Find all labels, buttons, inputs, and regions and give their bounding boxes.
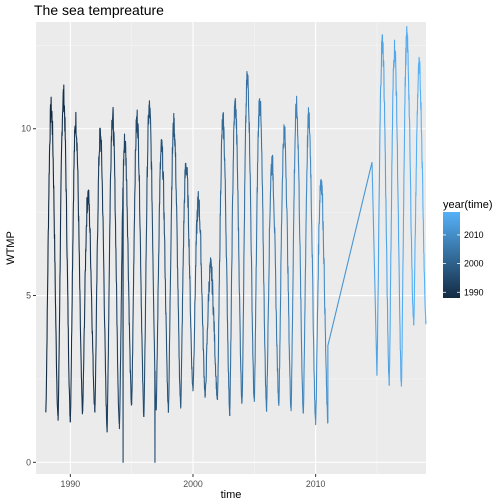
- series-year-2016: [388, 39, 403, 387]
- series-year-2010: [315, 179, 329, 426]
- y-tick-label-2: 10: [21, 124, 31, 134]
- series-year-2007: [278, 124, 292, 409]
- series-year-1988: [45, 96, 59, 417]
- series-year-2008: [290, 95, 304, 414]
- y-tick-label-1: 5: [26, 291, 31, 301]
- series-year-2005: [253, 98, 268, 412]
- x-tick-label-1: 2000: [183, 479, 203, 489]
- legend-colorbar: [443, 212, 460, 298]
- series-year-2018: [413, 56, 427, 326]
- series-year-1993: [106, 106, 120, 433]
- series-year-2009: [302, 107, 316, 420]
- series-year-1996: [143, 100, 157, 463]
- legend-tick-label-0: 1990: [464, 287, 484, 297]
- y-axis: 0 5 10: [21, 124, 36, 467]
- temperature-series: [45, 25, 427, 463]
- series-year-1990: [69, 111, 84, 423]
- y-tick-label-0: 0: [26, 457, 31, 467]
- x-axis: 1990 2000 2010: [61, 474, 326, 489]
- series-year-1994: [118, 133, 133, 463]
- series-year-2017: [400, 25, 415, 387]
- legend-title: year(time): [443, 199, 493, 211]
- series-gap-connector: [327, 161, 373, 423]
- series-year-1999: [180, 162, 194, 409]
- x-axis-label: time: [221, 489, 242, 501]
- series-year-1998: [167, 112, 182, 413]
- grid-minor: [36, 22, 426, 474]
- series-year-2006: [266, 154, 280, 412]
- series-year-1989: [57, 84, 71, 423]
- plot-panel: [36, 22, 426, 474]
- series-year-2000: [192, 191, 206, 398]
- y-axis-label: WTMP: [5, 231, 17, 265]
- legend-tick-label-2: 2010: [464, 230, 484, 240]
- chart-title: The sea tempreature: [34, 2, 164, 18]
- series-year-1991: [82, 189, 96, 413]
- series-year-2015: [371, 34, 390, 386]
- x-tick-label-0: 1990: [61, 479, 81, 489]
- series-year-2003: [229, 97, 243, 416]
- series-year-1995: [131, 109, 145, 418]
- legend-ticks: 1990 2000 2010: [443, 230, 484, 297]
- series-year-2002: [216, 111, 231, 416]
- legend: year(time) 1990 2000 2010: [443, 199, 493, 298]
- series-year-2004: [241, 71, 255, 403]
- series-year-1992: [94, 127, 108, 433]
- series-year-1997: [155, 139, 169, 413]
- series-year-2001: [204, 257, 219, 400]
- legend-tick-label-1: 2000: [464, 259, 484, 269]
- x-tick-label-2: 2010: [306, 479, 326, 489]
